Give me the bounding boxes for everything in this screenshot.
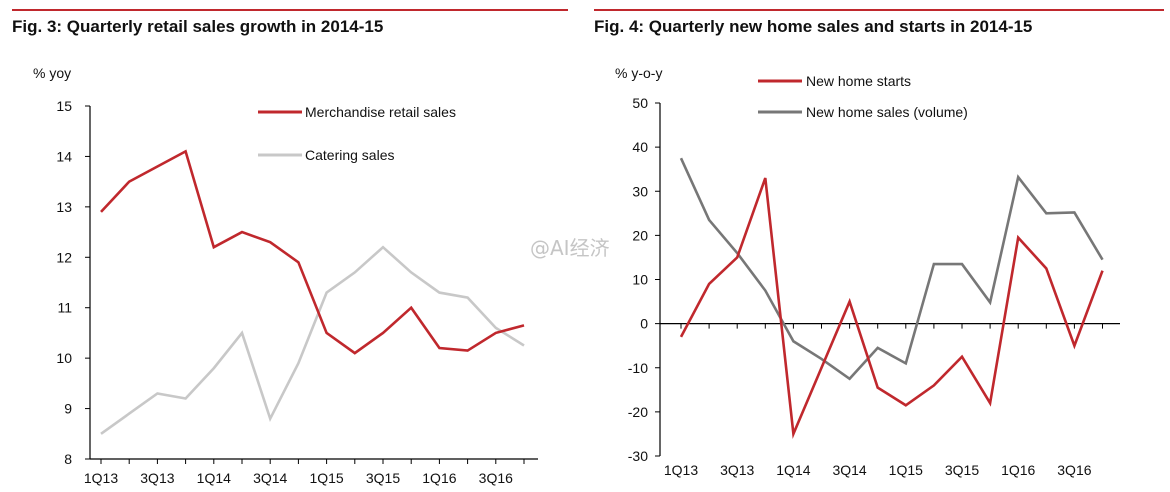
series-line-primary — [100, 149, 525, 355]
legend-label: Catering sales — [305, 147, 395, 163]
y-tick-label: 13 — [56, 199, 72, 215]
legend-label: Merchandise retail sales — [305, 104, 456, 120]
y-tick-label: 30 — [632, 183, 648, 199]
x-tick-label: 1Q16 — [422, 470, 456, 486]
legend-label: New home starts — [806, 73, 911, 89]
x-tick-label: 3Q14 — [253, 470, 287, 486]
x-tick-label: 1Q13 — [664, 462, 698, 478]
y-tick-label: -30 — [628, 448, 648, 464]
watermark-text: @AI经济 — [530, 236, 610, 260]
y-tick-label: 8 — [64, 451, 72, 467]
x-tick-label: 1Q15 — [889, 462, 923, 478]
x-tick-label: 1Q14 — [776, 462, 810, 478]
x-tick-label: 3Q15 — [945, 462, 979, 478]
figure-3-panel: Fig. 3: Quarterly retail sales growth in… — [0, 0, 570, 492]
figure-4-top-rule — [594, 9, 1164, 11]
figure-3-top-rule — [12, 9, 568, 11]
y-tick-label: -20 — [628, 404, 648, 420]
x-tick-label: 1Q13 — [84, 470, 118, 486]
y-tick-label: -10 — [628, 360, 648, 376]
y-tick-label: 0 — [640, 316, 648, 332]
x-tick-label: 3Q13 — [140, 470, 174, 486]
figure-4-panel: Fig. 4: Quarterly new home sales and sta… — [590, 0, 1170, 492]
x-tick-label: 1Q16 — [1001, 462, 1035, 478]
y-tick-label: 14 — [56, 148, 72, 164]
x-tick-label: 1Q14 — [197, 470, 231, 486]
series-line-secondary — [679, 157, 1104, 381]
y-axis-label: % yoy — [33, 65, 71, 81]
x-tick-label: 3Q15 — [366, 470, 400, 486]
figure-3-chart: % yoy 8 9 10 11 12 13 14 15 1Q13 3Q13 1Q14 3Q14 1Q15 3… — [33, 65, 538, 486]
x-tick-label: 3Q16 — [479, 470, 513, 486]
figure-4-chart: % y-o-y -30 -20 -10 0 10 20 30 40 50 1Q13 3Q13 1Q14 3… — [615, 65, 1120, 478]
figure-4-title: Fig. 4: Quarterly new home sales and sta… — [594, 17, 1033, 36]
y-tick-label: 20 — [632, 227, 648, 243]
series-line-secondary — [100, 245, 525, 435]
y-tick-label: 10 — [56, 350, 72, 366]
series-line-primary — [679, 177, 1104, 440]
x-tick-label: 1Q15 — [309, 470, 343, 486]
y-tick-label: 11 — [57, 300, 72, 316]
y-tick-label: 10 — [632, 272, 648, 288]
legend-label: New home sales (volume) — [806, 104, 968, 120]
watermark: @AI经济 — [530, 232, 610, 261]
y-axis-label: % y-o-y — [615, 65, 662, 81]
y-tick-label: 40 — [632, 139, 648, 155]
figure-3-title: Fig. 3: Quarterly retail sales growth in… — [12, 17, 384, 36]
x-tick-label: 3Q14 — [832, 462, 866, 478]
x-tick-label: 3Q13 — [720, 462, 754, 478]
y-tick-label: 9 — [64, 401, 72, 417]
x-tick-label: 3Q16 — [1057, 462, 1091, 478]
y-tick-label: 50 — [632, 95, 648, 111]
y-tick-label: 12 — [56, 249, 72, 265]
y-tick-label: 15 — [56, 98, 72, 114]
